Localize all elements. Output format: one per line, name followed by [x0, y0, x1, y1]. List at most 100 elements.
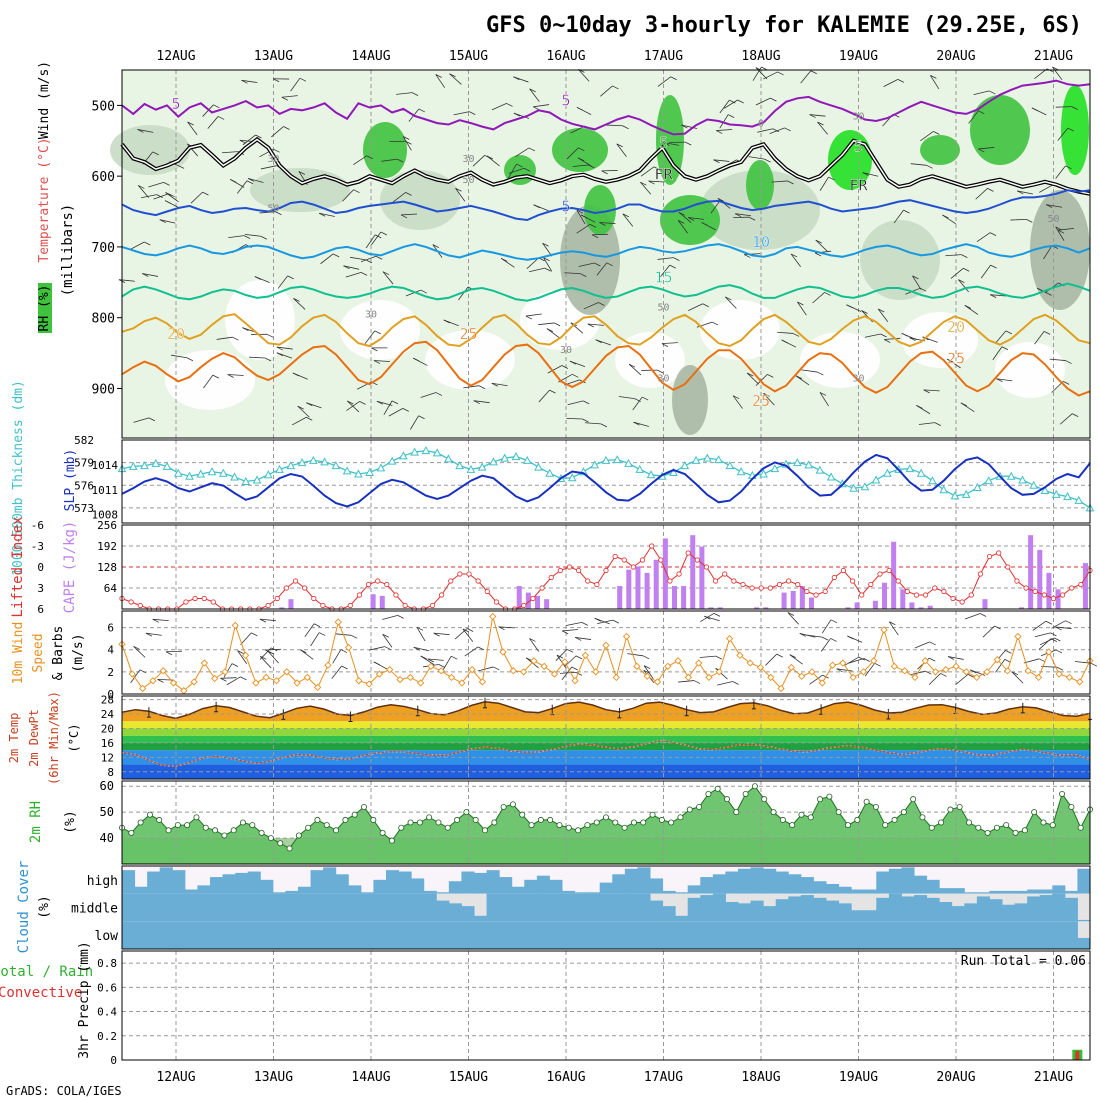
rh2m-point [528, 822, 535, 829]
wind-barb-flag [493, 666, 500, 671]
wind-barb [373, 360, 390, 362]
lifted-index-point [959, 599, 965, 605]
rh-shade-region [672, 365, 708, 435]
cape-bar [799, 586, 805, 609]
cloud-cover-bar [285, 921, 299, 949]
date-label-bottom: 20AUG [936, 1070, 975, 1085]
cloud-cover-bar [323, 867, 337, 894]
wind-barb [129, 241, 145, 250]
wind-barb-flag [360, 271, 368, 276]
lifted-index-point [1050, 595, 1057, 602]
wind-barb [884, 337, 901, 340]
cloud-cover-bar [599, 882, 613, 894]
rh2m-point [603, 814, 610, 821]
wind-barb [719, 99, 730, 114]
wind-barb [382, 633, 393, 648]
wind-barb-flag [784, 127, 791, 132]
cloud-cover-bar [1002, 921, 1016, 949]
wind-barb-flag [799, 633, 806, 637]
wind-speed-point [859, 668, 868, 676]
cape-panel: -6 -3 0 3 6 64 128 192 256 Lifted Index CAPE (J/kg… [10, 516, 1093, 618]
y-axis-label-slp: SLP (mb) [63, 449, 78, 512]
cloud-cover-bar [662, 921, 676, 949]
thickness-point [601, 455, 611, 464]
cape-bar [1082, 563, 1088, 609]
cape-bar [872, 600, 878, 609]
wind-barb [515, 147, 530, 157]
cloud-cover-bar [147, 871, 161, 894]
wind-barb-flag [273, 148, 280, 153]
thickness-point [230, 472, 239, 481]
lifted-index-point [192, 595, 198, 602]
wind-barb-flag [702, 303, 709, 308]
cloud-cover-bar [310, 921, 324, 949]
wind-barb [719, 114, 729, 129]
wind-speed-point [1065, 673, 1074, 682]
cloud-cover-bar [373, 921, 387, 949]
cloud-cover-bar [310, 870, 324, 894]
cloud-cover-bar [436, 921, 450, 949]
thickness-point [455, 461, 465, 470]
wind-barb [508, 167, 525, 174]
cloud-cover-bar [599, 893, 613, 922]
cloud-cover-bar [235, 921, 249, 949]
isotherm-label: FR [654, 166, 673, 184]
cape-bar [1018, 607, 1025, 609]
wind-barb [1051, 620, 1066, 629]
wind-barb-flag [164, 200, 172, 204]
lifted-index-point [740, 581, 746, 588]
cloud-cover-bar [637, 867, 651, 894]
wind-barb [1017, 190, 1033, 195]
wind-barb-flag [313, 623, 321, 628]
cloud-cover-bar [851, 910, 865, 922]
rh2m-point [509, 801, 516, 808]
wind-barb [640, 181, 652, 195]
wind-barb [491, 103, 507, 111]
cloud-cover-bar [876, 921, 890, 949]
isotherm-line-10C [121, 243, 1091, 261]
wind-barb [716, 681, 733, 686]
wind-barb-flag [576, 209, 584, 214]
rh2m-point [472, 816, 479, 823]
wind-speed-point [211, 674, 219, 683]
cape-bar [1046, 572, 1052, 609]
thickness-point [815, 465, 825, 474]
cloud-cover-bar [122, 893, 136, 922]
wind-speed-point [581, 651, 590, 659]
cloud-cover-bar [738, 921, 752, 949]
cloud-cover-bar [423, 893, 437, 922]
wind-speed-point [427, 662, 435, 670]
y-tick-label: 576 [74, 479, 94, 492]
wind-barb-flag [556, 654, 564, 659]
wind-barb-flag [506, 103, 513, 107]
cloud-cover-bar [272, 892, 286, 894]
wind-barb [893, 209, 904, 224]
cloud-cover-bar [675, 892, 689, 894]
cloud-cover-bar [172, 921, 186, 949]
wind-barb [918, 422, 935, 425]
y-tick-label: 0 [110, 1054, 117, 1067]
y2-tick-label: 128 [97, 561, 117, 574]
wind-barb [789, 654, 803, 665]
wind-barb [864, 663, 875, 677]
cloud-cover-bar [562, 890, 576, 894]
cloud-cover-bar [587, 892, 601, 894]
wind-barb [1041, 666, 1058, 668]
wind-barb-flag [283, 126, 290, 130]
wind-speed-point [231, 621, 239, 630]
wind-barb [345, 271, 362, 278]
thickness-point [725, 461, 735, 470]
wind-barb-flag [435, 74, 442, 78]
wind-barb [533, 104, 550, 108]
wind-barb-flag [241, 79, 248, 84]
rh2m-point [798, 811, 805, 818]
cloud-cover-bar [335, 921, 349, 949]
wind-speed-point [1024, 667, 1032, 675]
rh2m-point [454, 816, 461, 823]
thickness-point [669, 467, 678, 476]
thickness-point [309, 455, 318, 464]
wind-barb-flag [405, 140, 412, 145]
y-tick-label: 0.4 [97, 1006, 117, 1019]
y2-tick-label: 192 [97, 540, 117, 553]
